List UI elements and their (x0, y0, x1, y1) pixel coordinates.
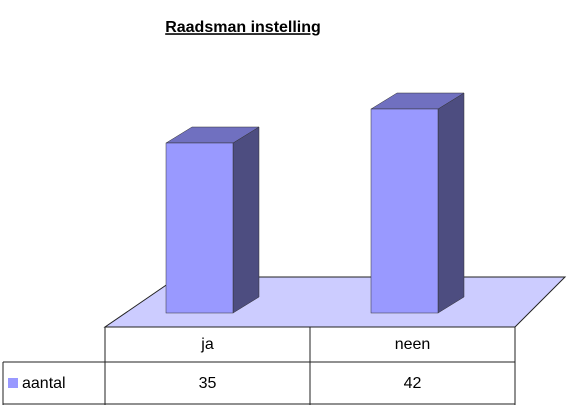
legend-label: aantal (22, 375, 66, 392)
bar (370, 92, 465, 314)
chart-title: Raadsman instelling (165, 19, 321, 36)
value-label: 42 (404, 375, 422, 392)
bar-front (370, 108, 439, 314)
legend-swatch (8, 378, 18, 388)
data-table (2, 327, 516, 405)
bar-side (232, 126, 260, 314)
category-label: ja (200, 336, 214, 353)
bar (165, 126, 260, 314)
bar-side (437, 92, 465, 314)
bar-front (165, 142, 234, 314)
value-label: 35 (199, 375, 217, 392)
bars (165, 92, 465, 314)
category-label: neen (395, 336, 431, 353)
